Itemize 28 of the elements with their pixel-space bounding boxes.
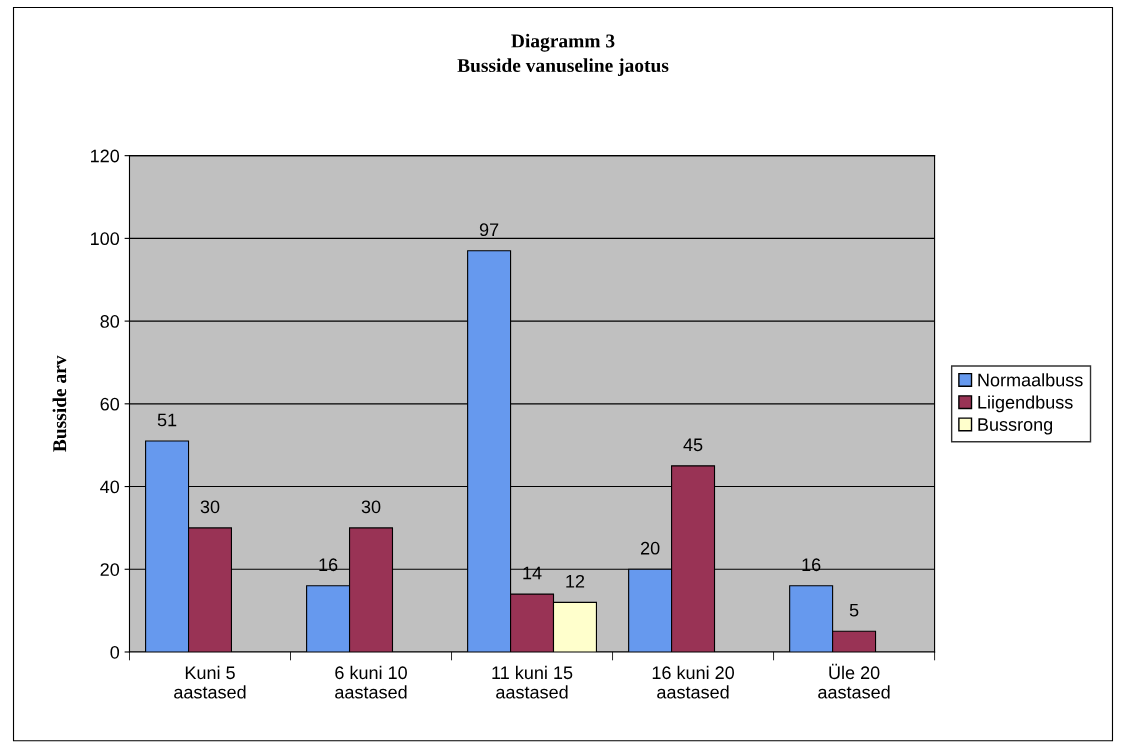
x-tick-label: Üle 20 aastased bbox=[818, 663, 890, 699]
x-tick-label: 16 kuni 20 aastased bbox=[652, 665, 735, 699]
data-label: 16 bbox=[319, 558, 338, 572]
data-label: 45 bbox=[683, 438, 703, 452]
y-tick-label: 0 bbox=[110, 645, 120, 659]
y-tick-label: 60 bbox=[100, 397, 120, 411]
y-tick-label: 100 bbox=[91, 232, 120, 246]
data-label: 20 bbox=[640, 541, 660, 555]
data-label: 12 bbox=[566, 574, 585, 588]
data-label: 51 bbox=[157, 413, 177, 427]
y-tick-label: 40 bbox=[100, 480, 120, 494]
legend-label: Liigendbuss bbox=[978, 395, 1073, 413]
data-label: 30 bbox=[361, 500, 381, 514]
legend-label: Bussrong bbox=[978, 418, 1053, 435]
data-label: 16 bbox=[802, 558, 821, 572]
data-label: 14 bbox=[523, 566, 542, 580]
legend-label: Normaalbuss bbox=[978, 373, 1083, 387]
x-tick-label: Kuni 5 aastased bbox=[174, 665, 246, 699]
data-label: 97 bbox=[479, 223, 499, 237]
data-label: 30 bbox=[200, 500, 220, 514]
y-axis-title: Busside arv bbox=[52, 355, 67, 452]
y-tick-label: 120 bbox=[91, 149, 120, 163]
y-tick-label: 80 bbox=[100, 315, 120, 328]
chart-title: Diagramm 3 Busside vanuseline jaotus bbox=[457, 33, 669, 77]
x-tick-label: 6 kuni 10 aastased bbox=[335, 665, 407, 699]
data-label: 5 bbox=[849, 604, 859, 617]
x-tick-label: 11 kuni 15 aastased bbox=[492, 665, 573, 699]
y-tick-label: 20 bbox=[100, 563, 120, 576]
